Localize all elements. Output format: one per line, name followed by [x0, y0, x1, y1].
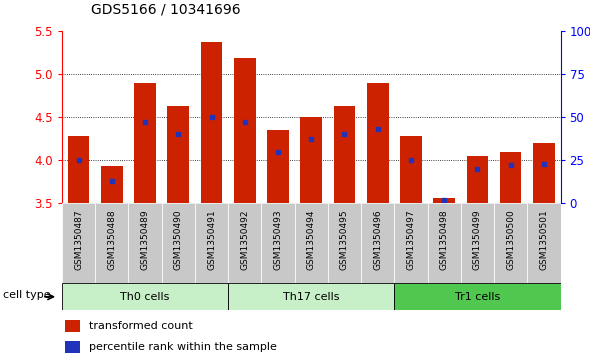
Text: GSM1350496: GSM1350496 — [373, 210, 382, 270]
Bar — [195, 203, 228, 283]
Bar — [261, 203, 294, 283]
Bar — [101, 166, 123, 203]
Bar — [62, 283, 228, 310]
Bar — [394, 283, 560, 310]
Text: GSM1350495: GSM1350495 — [340, 210, 349, 270]
Bar — [361, 203, 394, 283]
Bar — [65, 320, 80, 332]
Bar — [400, 136, 422, 203]
Bar — [328, 203, 361, 283]
Text: percentile rank within the sample: percentile rank within the sample — [89, 342, 277, 352]
Bar — [300, 117, 322, 203]
Text: GSM1350490: GSM1350490 — [174, 210, 183, 270]
Text: GDS5166 / 10341696: GDS5166 / 10341696 — [91, 2, 241, 16]
Bar — [527, 203, 560, 283]
Bar — [65, 341, 80, 353]
Bar — [267, 130, 289, 203]
Bar — [228, 283, 394, 310]
Bar — [62, 203, 95, 283]
Text: GSM1350487: GSM1350487 — [74, 210, 83, 270]
Text: GSM1350497: GSM1350497 — [407, 210, 415, 270]
Bar — [135, 82, 156, 203]
Bar — [467, 156, 488, 203]
Text: GSM1350499: GSM1350499 — [473, 210, 482, 270]
Bar — [461, 203, 494, 283]
Text: Th0 cells: Th0 cells — [120, 292, 170, 302]
Bar — [500, 152, 522, 203]
Text: GSM1350498: GSM1350498 — [440, 210, 448, 270]
Bar — [494, 203, 527, 283]
Text: Th17 cells: Th17 cells — [283, 292, 339, 302]
Bar — [367, 82, 388, 203]
Text: cell type: cell type — [3, 290, 51, 300]
Bar — [228, 203, 261, 283]
Text: GSM1350489: GSM1350489 — [140, 210, 149, 270]
Bar — [428, 203, 461, 283]
Bar — [168, 106, 189, 203]
Text: GSM1350488: GSM1350488 — [107, 210, 116, 270]
Bar — [68, 136, 89, 203]
Bar — [294, 203, 328, 283]
Bar — [162, 203, 195, 283]
Bar — [394, 203, 428, 283]
Text: GSM1350493: GSM1350493 — [274, 210, 283, 270]
Bar — [234, 58, 255, 203]
Bar — [434, 198, 455, 203]
Bar — [95, 203, 129, 283]
Text: Tr1 cells: Tr1 cells — [455, 292, 500, 302]
Bar — [533, 143, 555, 203]
Text: transformed count: transformed count — [89, 321, 192, 331]
Bar — [201, 42, 222, 203]
Text: GSM1350501: GSM1350501 — [539, 210, 548, 270]
Text: GSM1350492: GSM1350492 — [240, 210, 249, 270]
Text: GSM1350500: GSM1350500 — [506, 210, 515, 270]
Bar — [129, 203, 162, 283]
Bar — [334, 106, 355, 203]
Text: GSM1350491: GSM1350491 — [207, 210, 216, 270]
Text: GSM1350494: GSM1350494 — [307, 210, 316, 270]
